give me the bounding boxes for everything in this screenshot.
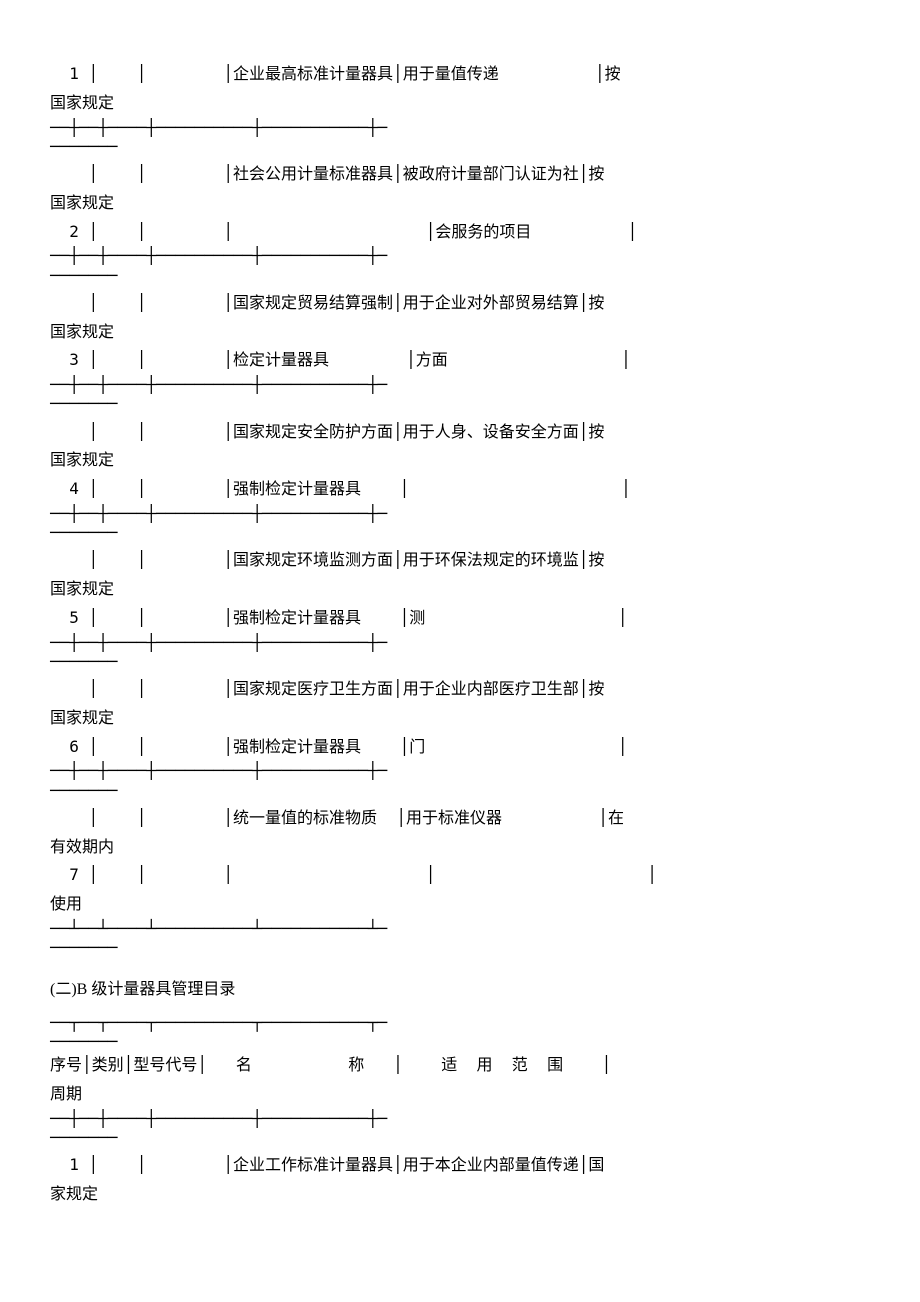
row-line-1: │ │ │国家规定医疗卫生方面│用于企业内部医疗卫生部│按	[50, 675, 870, 704]
row-sep-top: ──┴──┴────┴──────────┴───────────┴─	[50, 919, 870, 938]
row-sep-under: ───────	[50, 137, 870, 156]
table-row: │ │ │国家规定安全防护方面│用于人身、设备安全方面│按 国家规定 4 │ │…	[50, 418, 870, 543]
table-row: │ │ │国家规定贸易结算强制│用于企业对外部贸易结算│按 国家规定 3 │ │…	[50, 289, 870, 414]
header-sep-under: ───────	[50, 1128, 870, 1147]
section-b-title: (二)B 级计量器具管理目录	[50, 977, 870, 1003]
row-sep-top: ──┼──┼────┼──────────┼───────────┼─	[50, 375, 870, 394]
row-sep-under: ───────	[50, 938, 870, 957]
table-a-container: 1 │ │ │企业最高标准计量器具│用于量值传递 │按 国家规定 ──┼──┼─…	[50, 60, 870, 957]
row-sep-top: ──┼──┼────┼──────────┼───────────┼─	[50, 504, 870, 523]
row-line-2: 6 │ │ │强制检定计量器具 │门 │	[50, 733, 870, 762]
row-wrap: 国家规定	[50, 575, 870, 604]
table-row: │ │ │统一量值的标准物质 │用于标准仪器 │在 有效期内 7 │ │ │ │…	[50, 804, 870, 958]
row-line-2: 3 │ │ │检定计量器具 │方面 │	[50, 346, 870, 375]
row-line-1: │ │ │统一量值的标准物质 │用于标准仪器 │在	[50, 804, 870, 833]
row-sep-under: ───────	[50, 523, 870, 542]
row-line-1: 1 │ │ │企业最高标准计量器具│用于量值传递 │按	[50, 60, 870, 89]
row-line-2: 4 │ │ │强制检定计量器具 │ │	[50, 475, 870, 504]
table-row: │ │ │社会公用计量标准器具│被政府计量部门认证为社│按 国家规定 2 │ │…	[50, 160, 870, 285]
table-row: │ │ │国家规定医疗卫生方面│用于企业内部医疗卫生部│按 国家规定 6 │ │…	[50, 675, 870, 800]
table-row: 1 │ │ │企业最高标准计量器具│用于量值传递 │按 国家规定 ──┼──┼─…	[50, 60, 870, 156]
row-line-1: │ │ │国家规定安全防护方面│用于人身、设备安全方面│按	[50, 418, 870, 447]
row-sep-top: ──┼──┼────┼──────────┼───────────┼─	[50, 761, 870, 780]
row-wrap: 有效期内	[50, 833, 870, 862]
row-wrap: 家规定	[50, 1180, 870, 1209]
row-wrap: 国家规定	[50, 318, 870, 347]
row-line-2: 2 │ │ │ │会服务的项目 │	[50, 218, 870, 247]
row-sep-under: ───────	[50, 394, 870, 413]
row-line-1: │ │ │国家规定贸易结算强制│用于企业对外部贸易结算│按	[50, 289, 870, 318]
header-line: 序号│类别│型号代号│ 名 称 │ 适 用 范 围 │	[50, 1051, 870, 1080]
header-wrap: 周期	[50, 1080, 870, 1109]
row-sep-under: ───────	[50, 266, 870, 285]
row-sep-under: ───────	[50, 652, 870, 671]
row-wrap: 国家规定	[50, 704, 870, 733]
row-sep-top: ──┼──┼────┼──────────┼───────────┼─	[50, 633, 870, 652]
row-sep-under: ───────	[50, 781, 870, 800]
row-extra-wrap: 使用	[50, 890, 870, 919]
row-line-1: 1 │ │ │企业工作标准计量器具│用于本企业内部量值传递│国	[50, 1151, 870, 1180]
row-wrap: 国家规定	[50, 446, 870, 475]
table-b-container: ──┬──┬────┬──────────┬───────────┬─ ────…	[50, 1013, 870, 1209]
row-line-2: 5 │ │ │强制检定计量器具 │测 │	[50, 604, 870, 633]
row-line-1: │ │ │社会公用计量标准器具│被政府计量部门认证为社│按	[50, 160, 870, 189]
table-b-top-sep: ──┬──┬────┬──────────┬───────────┬─	[50, 1013, 870, 1032]
table-row: 1 │ │ │企业工作标准计量器具│用于本企业内部量值传递│国 家规定	[50, 1151, 870, 1209]
row-sep-top: ──┼──┼────┼──────────┼───────────┼─	[50, 118, 870, 137]
row-line-1: │ │ │国家规定环境监测方面│用于环保法规定的环境监│按	[50, 546, 870, 575]
row-wrap: 国家规定	[50, 189, 870, 218]
table-b-header: 序号│类别│型号代号│ 名 称 │ 适 用 范 围 │ 周期 ──┼──┼───…	[50, 1051, 870, 1147]
table-b-top-sep-under: ───────	[50, 1032, 870, 1051]
table-row: │ │ │国家规定环境监测方面│用于环保法规定的环境监│按 国家规定 5 │ │…	[50, 546, 870, 671]
row-line-2: 7 │ │ │ │ │	[50, 861, 870, 890]
header-sep: ──┼──┼────┼──────────┼───────────┼─	[50, 1109, 870, 1128]
row-wrap: 国家规定	[50, 89, 870, 118]
row-sep-top: ──┼──┼────┼──────────┼───────────┼─	[50, 246, 870, 265]
